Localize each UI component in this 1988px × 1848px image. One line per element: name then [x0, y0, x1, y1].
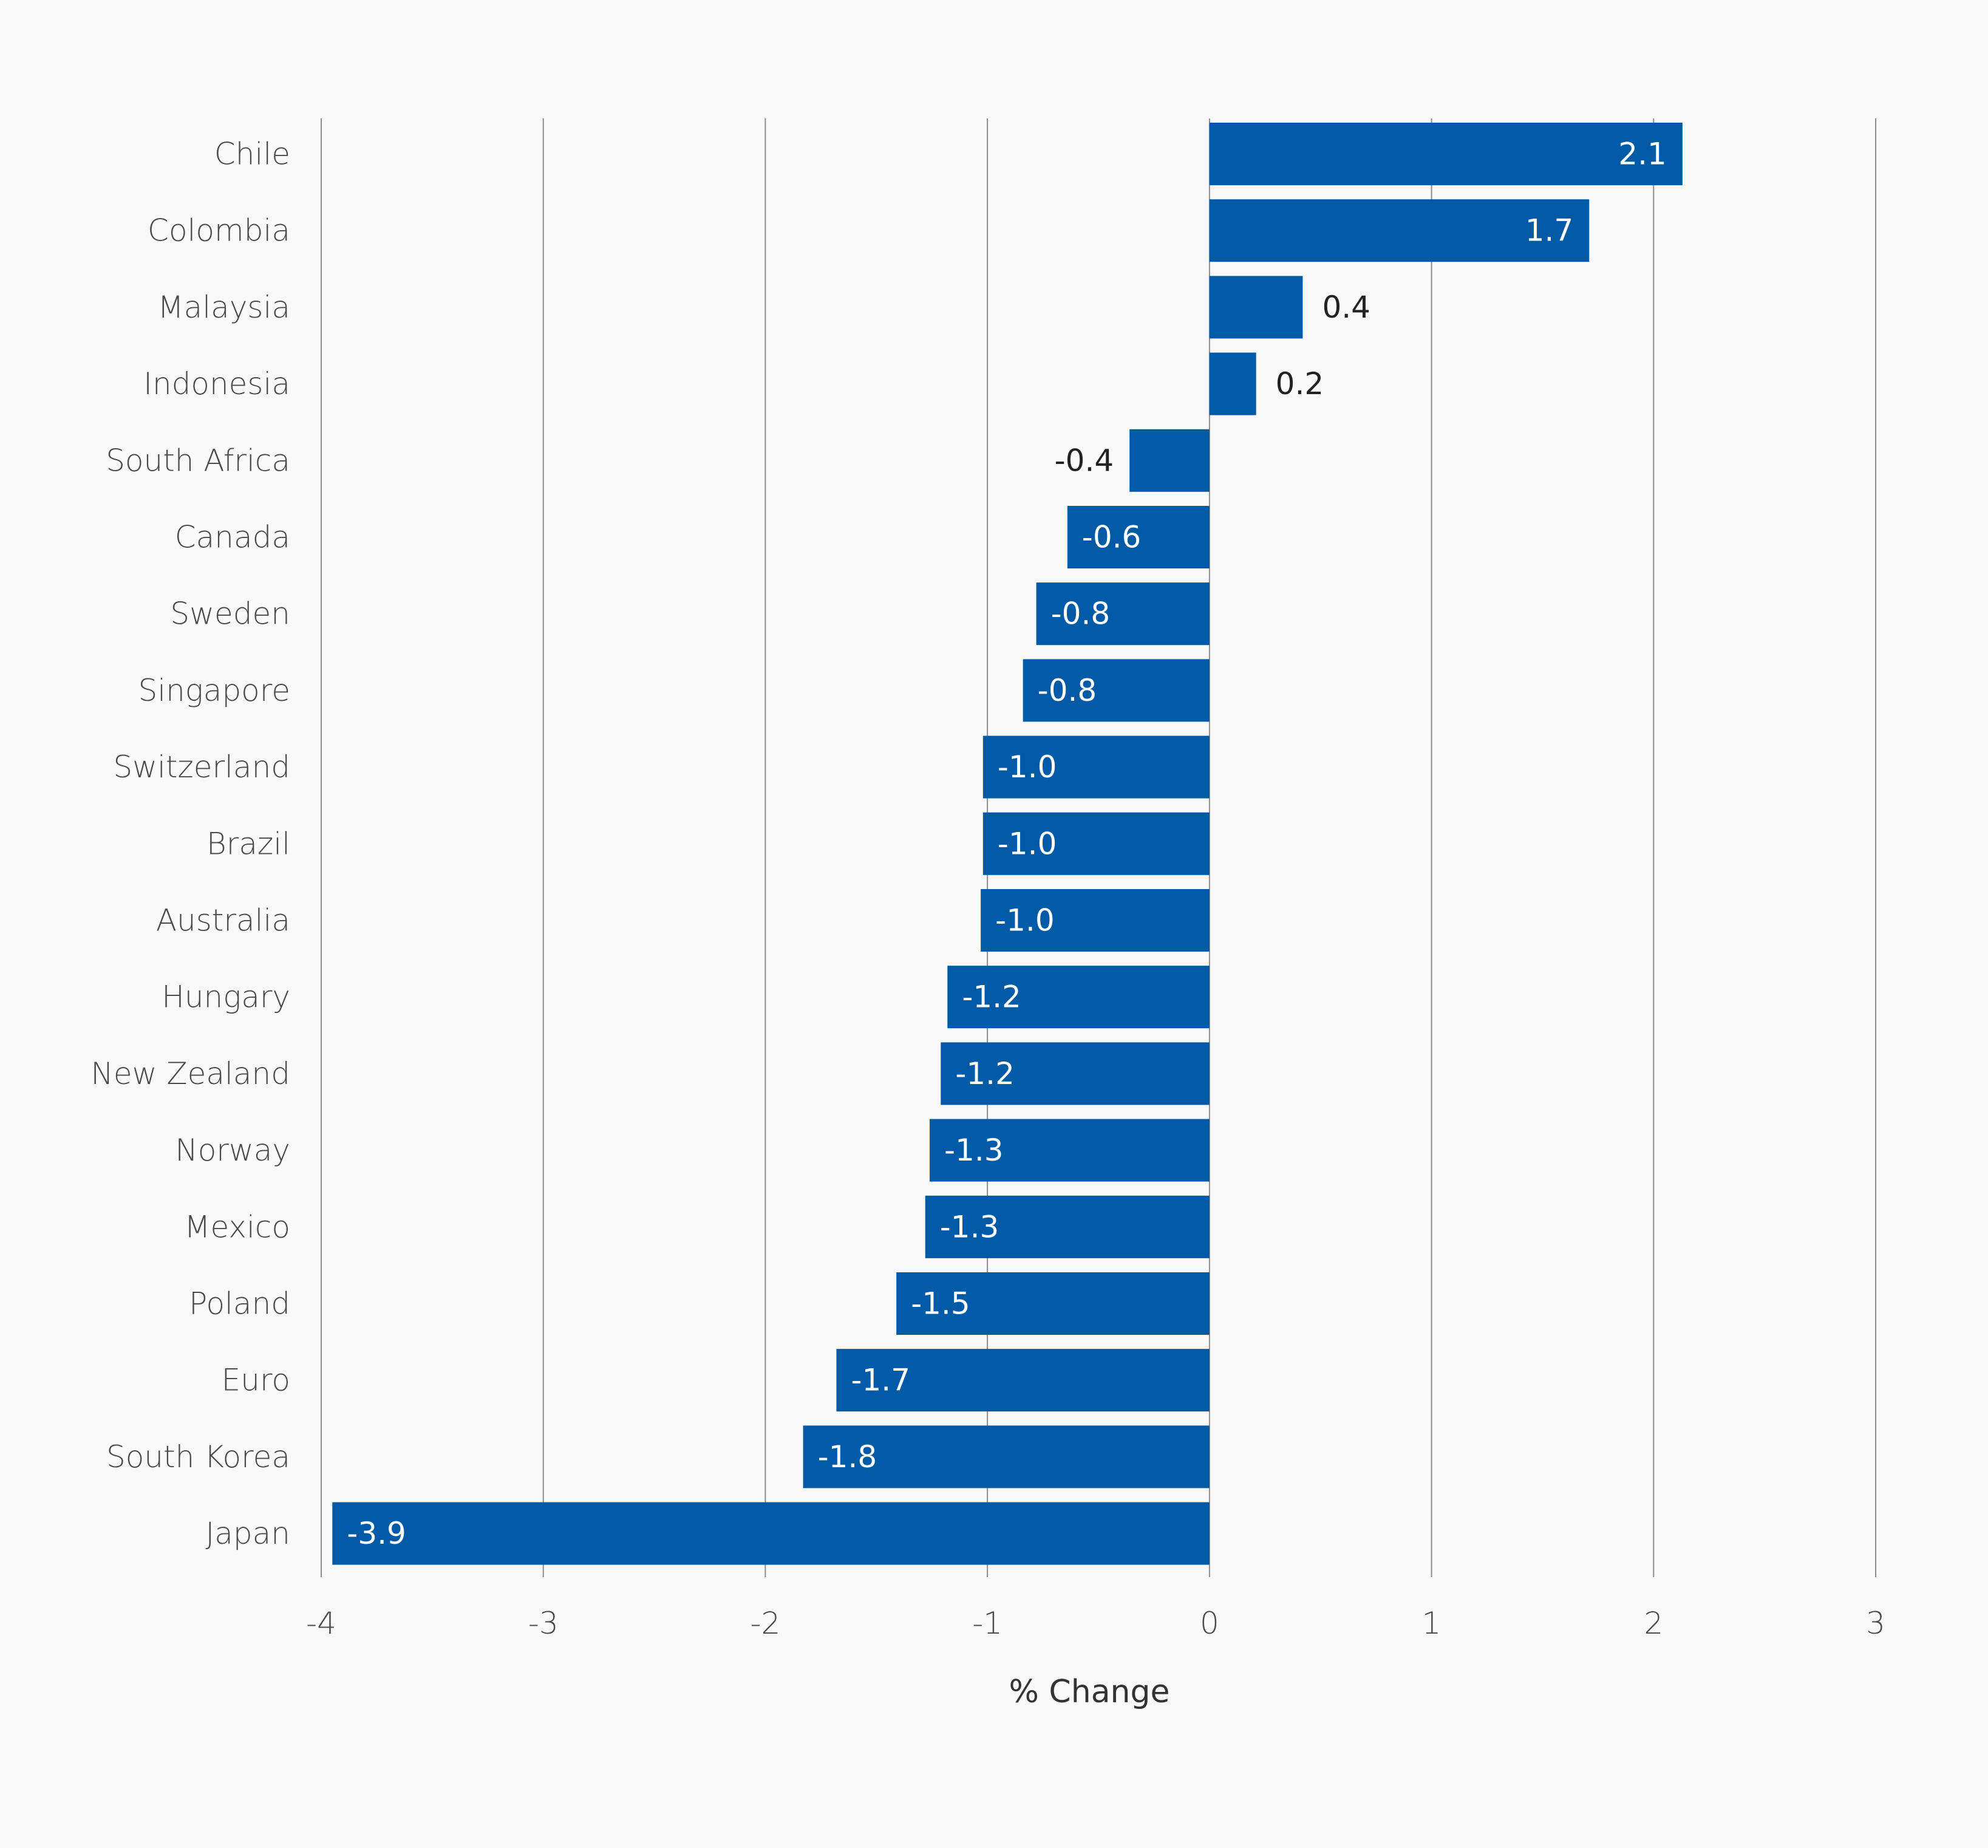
- category-label: Japan: [206, 1516, 290, 1551]
- data-label: -1.3: [944, 1133, 1004, 1168]
- category-label: Singapore: [138, 673, 290, 708]
- category-label: Canada: [175, 520, 290, 555]
- category-label: Norway: [175, 1133, 290, 1168]
- category-axis: Chile Colombia Malaysia Indonesia South Afri…: [90, 137, 290, 1552]
- x-tick-label: 3: [1866, 1606, 1885, 1641]
- category-label: South Korea: [106, 1439, 290, 1475]
- data-label: 1.7: [1525, 213, 1574, 248]
- x-tick-label: 1: [1422, 1606, 1442, 1641]
- category-label: South Africa: [106, 443, 290, 478]
- data-labels: 2.1 1.7 0.4 0.2 -0.4 -0.6 -0.8 -0.8 -1.0 -1.0 -1.0…: [347, 137, 1667, 1552]
- value-axis-ticks: -4 -3 -2 -1 0 1 2 3: [306, 1606, 1885, 1641]
- data-label: -1.8: [818, 1439, 877, 1475]
- data-label: -1.0: [998, 749, 1057, 785]
- category-label: Chile: [214, 137, 290, 172]
- category-label: Colombia: [148, 213, 290, 248]
- data-label: -1.7: [851, 1363, 910, 1398]
- bar: [982, 735, 1210, 799]
- bar: [1209, 123, 1683, 185]
- bar: [332, 1502, 1210, 1565]
- category-label: Indonesia: [143, 366, 290, 401]
- category-label: Mexico: [184, 1209, 290, 1244]
- category-label: Switzerland: [113, 749, 290, 785]
- bar: [836, 1349, 1210, 1412]
- category-label: Sweden: [170, 596, 290, 632]
- bar: [1209, 199, 1590, 262]
- x-tick-label: -3: [528, 1606, 559, 1641]
- bar: [1067, 506, 1210, 568]
- data-label: -0.8: [1038, 673, 1097, 708]
- data-label: -3.9: [347, 1516, 406, 1551]
- bar: [941, 1042, 1210, 1105]
- bar: [947, 966, 1210, 1029]
- bar: [1209, 276, 1303, 339]
- bar: [1036, 582, 1210, 646]
- x-tick-label: -1: [972, 1606, 1003, 1641]
- x-axis-title: % Change: [1009, 1674, 1169, 1710]
- category-label: Malaysia: [158, 290, 290, 325]
- data-label: -1.3: [940, 1209, 999, 1244]
- bar: [896, 1272, 1210, 1335]
- category-label: New Zealand: [90, 1056, 290, 1091]
- data-label: -1.2: [955, 1056, 1015, 1091]
- bars: [332, 123, 1683, 1565]
- data-label: -1.0: [995, 903, 1055, 938]
- data-label: 2.1: [1618, 137, 1667, 172]
- data-label: -1.0: [998, 826, 1057, 861]
- data-label: -0.8: [1051, 596, 1111, 632]
- x-tick-label: 2: [1644, 1606, 1663, 1641]
- category-label: Australia: [156, 903, 290, 938]
- x-tick-label: -2: [750, 1606, 780, 1641]
- bar: [1209, 352, 1256, 415]
- category-label: Brazil: [206, 826, 290, 861]
- data-label: -0.4: [1055, 443, 1114, 478]
- x-tick-label: -4: [306, 1606, 336, 1641]
- bar: [930, 1119, 1210, 1182]
- bar: [925, 1195, 1210, 1258]
- data-label: 0.4: [1322, 290, 1370, 325]
- bar: [981, 889, 1210, 952]
- category-label: Euro: [222, 1363, 290, 1398]
- category-label: Hungary: [162, 980, 290, 1015]
- bar: [1023, 659, 1210, 722]
- data-label: -1.5: [911, 1286, 970, 1321]
- bar: [982, 812, 1210, 875]
- bar: [1129, 429, 1210, 492]
- data-label: -0.6: [1082, 520, 1142, 555]
- data-label: 0.2: [1276, 366, 1324, 401]
- x-tick-label: 0: [1200, 1606, 1219, 1641]
- bar: [803, 1425, 1210, 1488]
- data-label: -1.2: [962, 980, 1021, 1015]
- category-label: Poland: [189, 1286, 290, 1321]
